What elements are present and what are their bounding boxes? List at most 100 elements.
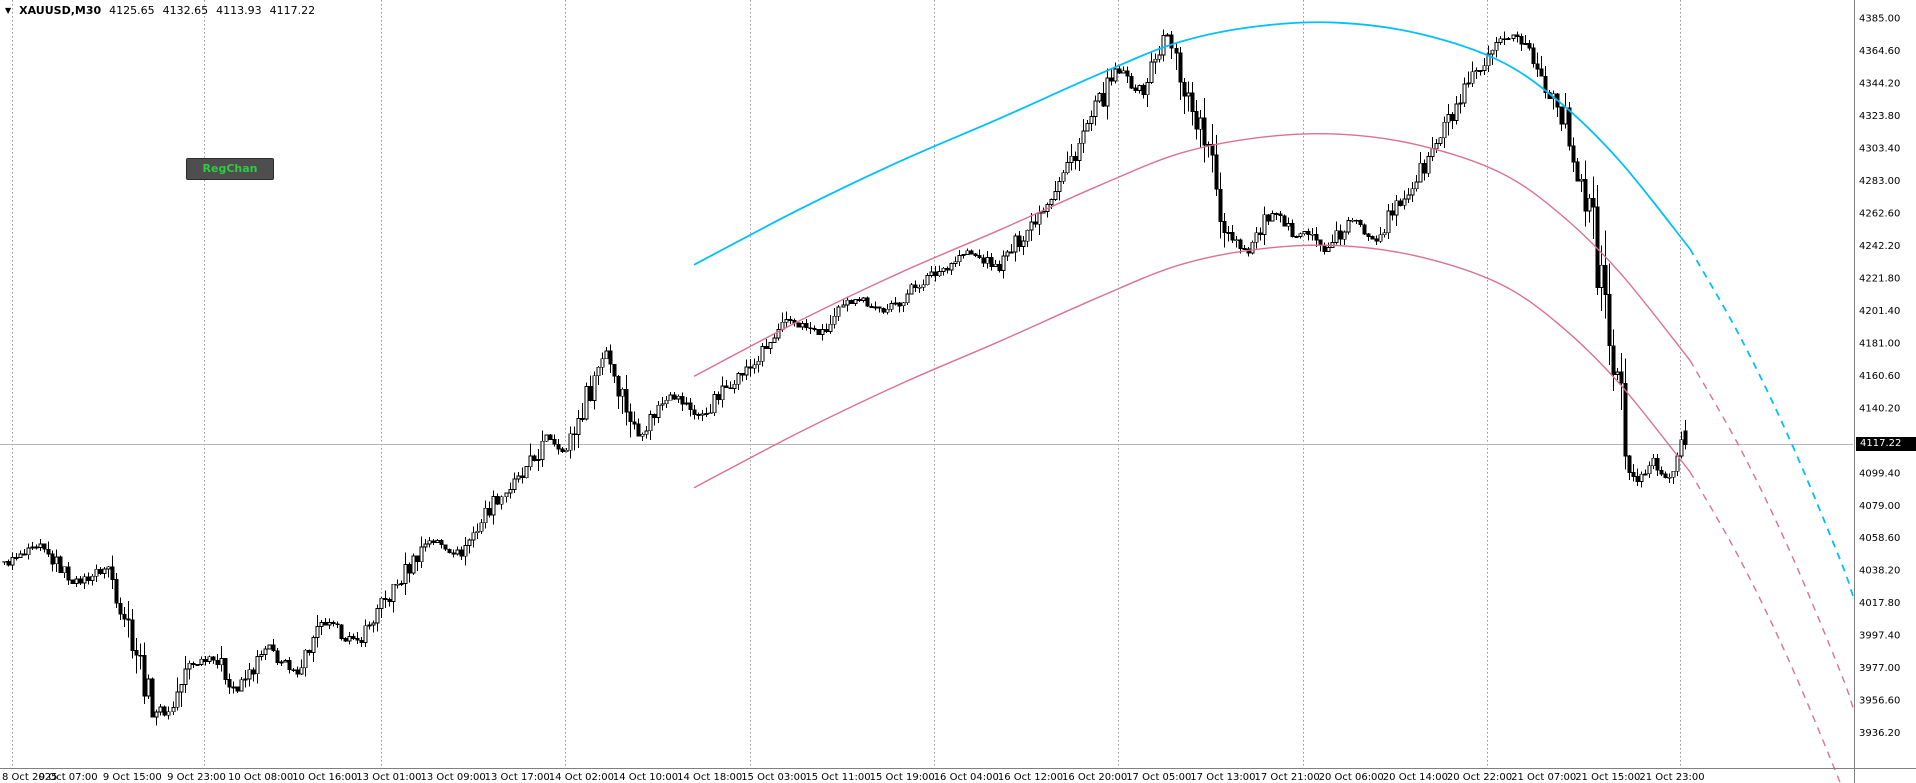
candle-body	[1093, 100, 1098, 117]
time-axis-label: 8 Oct 2025	[2, 772, 57, 783]
candle-body	[1342, 231, 1347, 240]
candle-body	[110, 566, 115, 580]
candle-body	[455, 549, 460, 555]
candle-body	[6, 560, 11, 566]
candle-body	[58, 556, 63, 574]
price-axis-label: 3956.60	[1859, 696, 1900, 707]
candle-body	[395, 583, 400, 586]
candle-body	[664, 399, 669, 405]
price-axis-label: 4323.80	[1859, 111, 1900, 122]
candle-body	[126, 618, 131, 621]
candle-body	[183, 668, 188, 685]
candle-body	[512, 478, 517, 491]
candle-body	[1157, 54, 1162, 60]
candle-body	[1571, 145, 1576, 163]
candle-body	[1398, 200, 1403, 206]
candle-body	[1615, 371, 1620, 376]
candle-body	[808, 327, 813, 330]
candle-body	[235, 686, 240, 692]
high-value: 4132.65	[162, 3, 209, 17]
candle-body	[877, 306, 882, 309]
candle-body	[1238, 239, 1243, 249]
candle-body	[1013, 235, 1018, 253]
time-axis-label: 17 Oct 05:00	[1126, 772, 1191, 783]
candle-body	[897, 302, 902, 307]
candle-body	[399, 583, 404, 585]
candle-body	[756, 360, 761, 366]
candle-body	[929, 271, 934, 276]
candle-body	[744, 366, 749, 376]
candle-body	[736, 372, 741, 385]
candle-body	[508, 489, 513, 494]
price-axis[interactable]: 4385.00 4364.60 4344.20 4323.80 4303.40 4283.…	[1859, 14, 1900, 740]
candle-body	[435, 540, 440, 543]
price-axis-label: 4364.60	[1859, 46, 1900, 57]
candle-body	[1065, 161, 1070, 174]
candle-body	[1354, 219, 1359, 222]
candle-body	[901, 302, 906, 307]
candle-body	[1306, 231, 1311, 236]
candle-body	[820, 329, 825, 335]
candle-body	[1378, 234, 1383, 242]
candle-body	[881, 307, 886, 313]
candle-body	[1639, 473, 1644, 482]
candle-body	[94, 568, 99, 577]
candle-body	[1647, 465, 1652, 475]
candle-body	[1218, 188, 1223, 222]
candle-body	[1194, 111, 1199, 130]
candle-body	[760, 346, 765, 362]
time-axis-label: 14 Oct 10:00	[613, 772, 678, 783]
candle-body	[1274, 213, 1279, 216]
candle-body	[997, 263, 1002, 271]
price-axis-label: 4099.40	[1859, 468, 1900, 479]
candle-body	[154, 711, 159, 718]
candle-body	[411, 555, 416, 574]
candle-body	[1543, 75, 1548, 93]
candle-body	[1434, 142, 1439, 150]
symbol-timeframe-label: XAUUSD,M30	[19, 3, 102, 17]
symbol-ohlc-line: ▼ XAUUSD,M30 4125.65 4132.65 4113.93 411…	[5, 3, 315, 17]
candle-body	[407, 564, 412, 574]
time-axis-label: 13 Oct 01:00	[356, 772, 421, 783]
price-axis-label: 4140.20	[1859, 403, 1900, 414]
candle-body	[1478, 70, 1483, 72]
candle-body	[520, 475, 525, 479]
candle-body	[1165, 34, 1170, 37]
candle-body	[1350, 219, 1355, 222]
price-axis-label: 4160.60	[1859, 371, 1900, 382]
candle-body	[804, 323, 809, 329]
candle-body	[335, 623, 340, 626]
candle-body	[1563, 107, 1568, 125]
candle-body	[1298, 233, 1303, 237]
candle-body	[1009, 251, 1014, 254]
time-axis-label: 21 Oct 23:00	[1639, 772, 1704, 783]
candle-body	[1539, 68, 1544, 77]
candle-body	[227, 679, 232, 688]
candle-body	[1430, 148, 1435, 158]
candle-body	[207, 656, 212, 662]
time-axis-label: 15 Oct 03:00	[741, 772, 806, 783]
candle-body	[1005, 251, 1010, 257]
candle-body	[1567, 107, 1572, 147]
candle-body	[604, 350, 609, 360]
candle-body	[853, 299, 858, 304]
candle-body	[46, 548, 51, 555]
candle-body	[471, 532, 476, 541]
candle-body	[548, 434, 553, 440]
candle-body	[1382, 232, 1387, 236]
candle-body	[941, 267, 946, 272]
candle-body	[1414, 181, 1419, 190]
candle-body	[628, 411, 633, 423]
candle-body	[1178, 52, 1183, 83]
regchan-button[interactable]: RegChan	[186, 158, 274, 180]
candle-body	[1270, 213, 1275, 222]
candle-body	[1025, 229, 1030, 242]
candle-body	[171, 707, 176, 713]
price-axis-label: 4038.20	[1859, 566, 1900, 577]
time-axis-label: 10 Oct 08:00	[228, 772, 293, 783]
candle-body	[1575, 161, 1580, 182]
time-axis-label: 13 Oct 09:00	[420, 772, 485, 783]
